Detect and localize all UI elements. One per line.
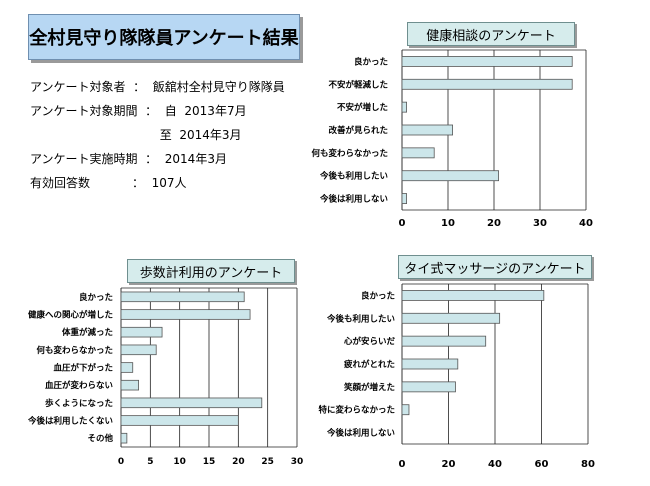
tick-label: 20 (442, 459, 456, 470)
bar (120, 379, 140, 391)
bar (401, 193, 407, 204)
category-label: 何も変わらなかった (36, 345, 113, 356)
category-label: 不安が増した (337, 102, 388, 113)
category-label: 良かった (361, 290, 395, 301)
info-period-from: アンケート対象期間 ： 自 2013年7月 (30, 104, 247, 118)
category-label: 今後も利用したい (319, 171, 388, 182)
tick-label: 30 (533, 218, 547, 229)
tick-label: 10 (441, 218, 455, 229)
bar (120, 344, 157, 356)
tick-label: 40 (488, 459, 502, 470)
category-label: 心が安らいだ (344, 336, 396, 347)
bar (401, 170, 499, 182)
info-period-to: 至 2014年3月 (30, 128, 242, 142)
bar (401, 124, 453, 136)
bar (120, 291, 245, 303)
category-label: 特に変わらなかった (318, 405, 395, 416)
tick-label: 20 (232, 457, 245, 467)
tick-label: 25 (261, 457, 274, 467)
tick-label: 5 (147, 457, 153, 467)
bar (401, 358, 459, 370)
bar (401, 404, 410, 416)
bar (401, 147, 435, 159)
category-label: その他 (87, 433, 113, 444)
bar (401, 101, 407, 113)
tick-label: 0 (118, 457, 124, 467)
tick-label: 60 (535, 459, 549, 470)
bar (401, 78, 573, 90)
category-label: 今後は利用しない (326, 428, 395, 439)
chart-title-pedometer: 歩数計利用のアンケート (127, 259, 295, 283)
bar (401, 381, 456, 393)
bar (120, 362, 134, 373)
tick-label: 30 (291, 457, 304, 467)
bar (401, 312, 501, 324)
tick-label: 40 (579, 218, 593, 229)
category-label: 血圧が変わらない (45, 380, 113, 391)
bar (120, 415, 239, 426)
info-target: アンケート対象者 ： 飯舘村全村見守り隊隊員 (30, 80, 285, 94)
category-label: 健康への関心が増した (28, 310, 113, 321)
category-label: 改善が見られた (328, 125, 388, 136)
bar (120, 326, 163, 338)
page-title: 全村見守り隊隊員アンケート結果 (28, 14, 300, 60)
category-label: 良かった (354, 56, 388, 67)
category-label: 歩くようになった (45, 398, 113, 409)
category-label: 良かった (79, 292, 113, 303)
category-label: 疲れがとれた (344, 359, 395, 370)
bar (401, 290, 545, 301)
info-responses: 有効回答数 ： 107人 (30, 176, 187, 190)
bar (120, 432, 128, 444)
category-label: 今後は利用したくない (27, 416, 113, 427)
category-label: 何も変わらなかった (311, 148, 388, 159)
info-survey-date: アンケート実施時期 ： 2014年3月 (30, 152, 227, 166)
tick-label: 80 (581, 459, 595, 470)
tick-label: 20 (487, 218, 501, 229)
bar (401, 56, 573, 67)
chart-title-health-consult: 健康相談のアンケート (407, 22, 575, 46)
category-label: 今後は利用しない (319, 194, 388, 205)
tick-label: 0 (399, 218, 406, 229)
tick-label: 10 (173, 457, 186, 467)
tick-label: 15 (203, 457, 216, 467)
bar (120, 397, 263, 409)
chart-title-thai-massage: タイ式マッサージのアンケート (398, 255, 592, 279)
bar (401, 335, 487, 347)
category-label: 不安が軽減した (328, 79, 388, 90)
bar (120, 309, 251, 320)
category-label: 今後も利用したい (326, 313, 395, 324)
category-label: 血圧が下がった (53, 363, 113, 374)
tick-label: 0 (399, 459, 406, 470)
category-label: 笑顔が増えた (343, 382, 395, 393)
category-label: 体重が減った (62, 327, 113, 338)
